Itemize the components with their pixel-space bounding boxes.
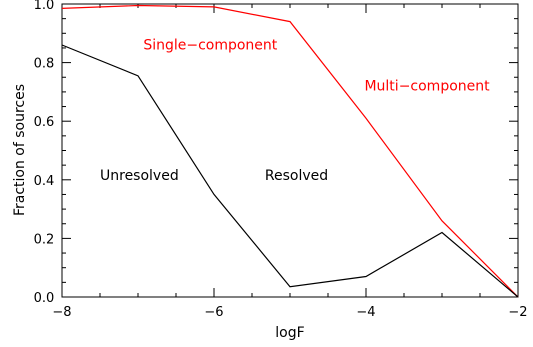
plot-frame bbox=[61, 3, 519, 298]
series-line-0 bbox=[61, 4, 519, 298]
y-tick-label: 1.0 bbox=[34, 0, 55, 13]
x-tick-label: −4 bbox=[356, 305, 375, 320]
y-tick-label: 0.2 bbox=[34, 232, 55, 247]
annotation-label: Single−component bbox=[143, 37, 277, 53]
series-line-1 bbox=[61, 44, 519, 298]
annotations-group: Single−component Multi−component Unresolve… bbox=[100, 37, 490, 183]
axis-ticks bbox=[61, 3, 519, 298]
y-tick-label: 0.4 bbox=[34, 174, 55, 189]
tick-labels: −8 −6 −4 −2 0.0 0.2 0.4 0.6 0.8 1.0 bbox=[34, 0, 528, 320]
series-group bbox=[61, 4, 519, 298]
annotation-label: Resolved bbox=[265, 168, 328, 184]
annotation-label: Multi−component bbox=[364, 78, 490, 94]
y-tick-label: 0.8 bbox=[34, 57, 55, 72]
x-tick-label: −6 bbox=[204, 305, 223, 320]
x-tick-label: −8 bbox=[52, 305, 71, 320]
x-tick-label: −2 bbox=[508, 305, 527, 320]
x-axis-label: logF bbox=[275, 325, 304, 341]
y-tick-label: 0.6 bbox=[34, 115, 55, 130]
annotation-label: Unresolved bbox=[100, 168, 179, 184]
y-tick-label: 0.0 bbox=[34, 291, 55, 306]
y-axis-label: Fraction of sources bbox=[12, 84, 28, 216]
